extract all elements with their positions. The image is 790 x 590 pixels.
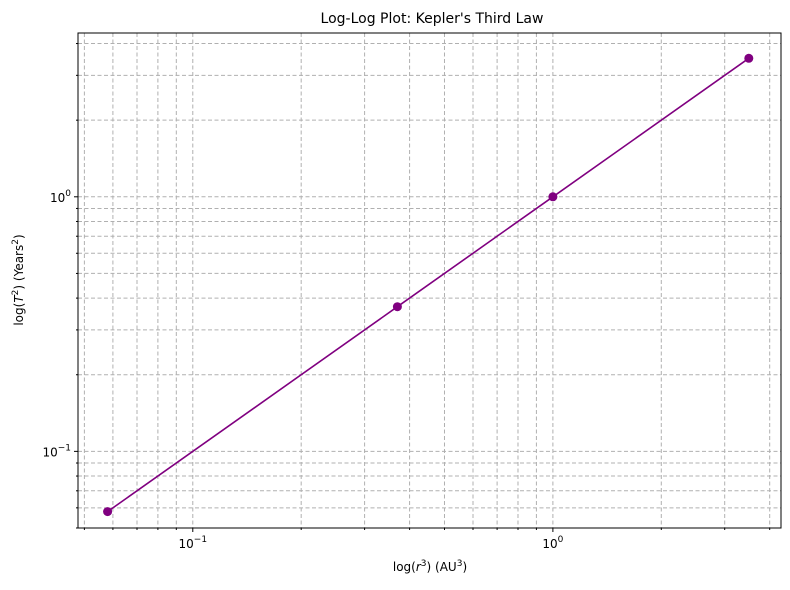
y-tick-label: 10−1 [42, 443, 71, 459]
x-tick-label: 100 [542, 535, 563, 551]
plot-frame [77, 32, 782, 529]
data-point [548, 192, 558, 202]
x-axis-label: log(r3) (AU3) [393, 559, 467, 574]
y-axis-label: log(T2) (Years2) [11, 234, 26, 325]
data-point [103, 507, 113, 517]
chart-title: Log-Log Plot: Kepler's Third Law [321, 11, 544, 27]
series-layer [103, 53, 754, 517]
data-point [392, 302, 402, 312]
ticks: 10−1 100 10−1 100 [42, 43, 771, 551]
y-tick-label: 100 [50, 189, 71, 205]
data-point [744, 53, 754, 63]
series-line [107, 57, 750, 513]
x-tick-label: 10−1 [179, 535, 208, 551]
